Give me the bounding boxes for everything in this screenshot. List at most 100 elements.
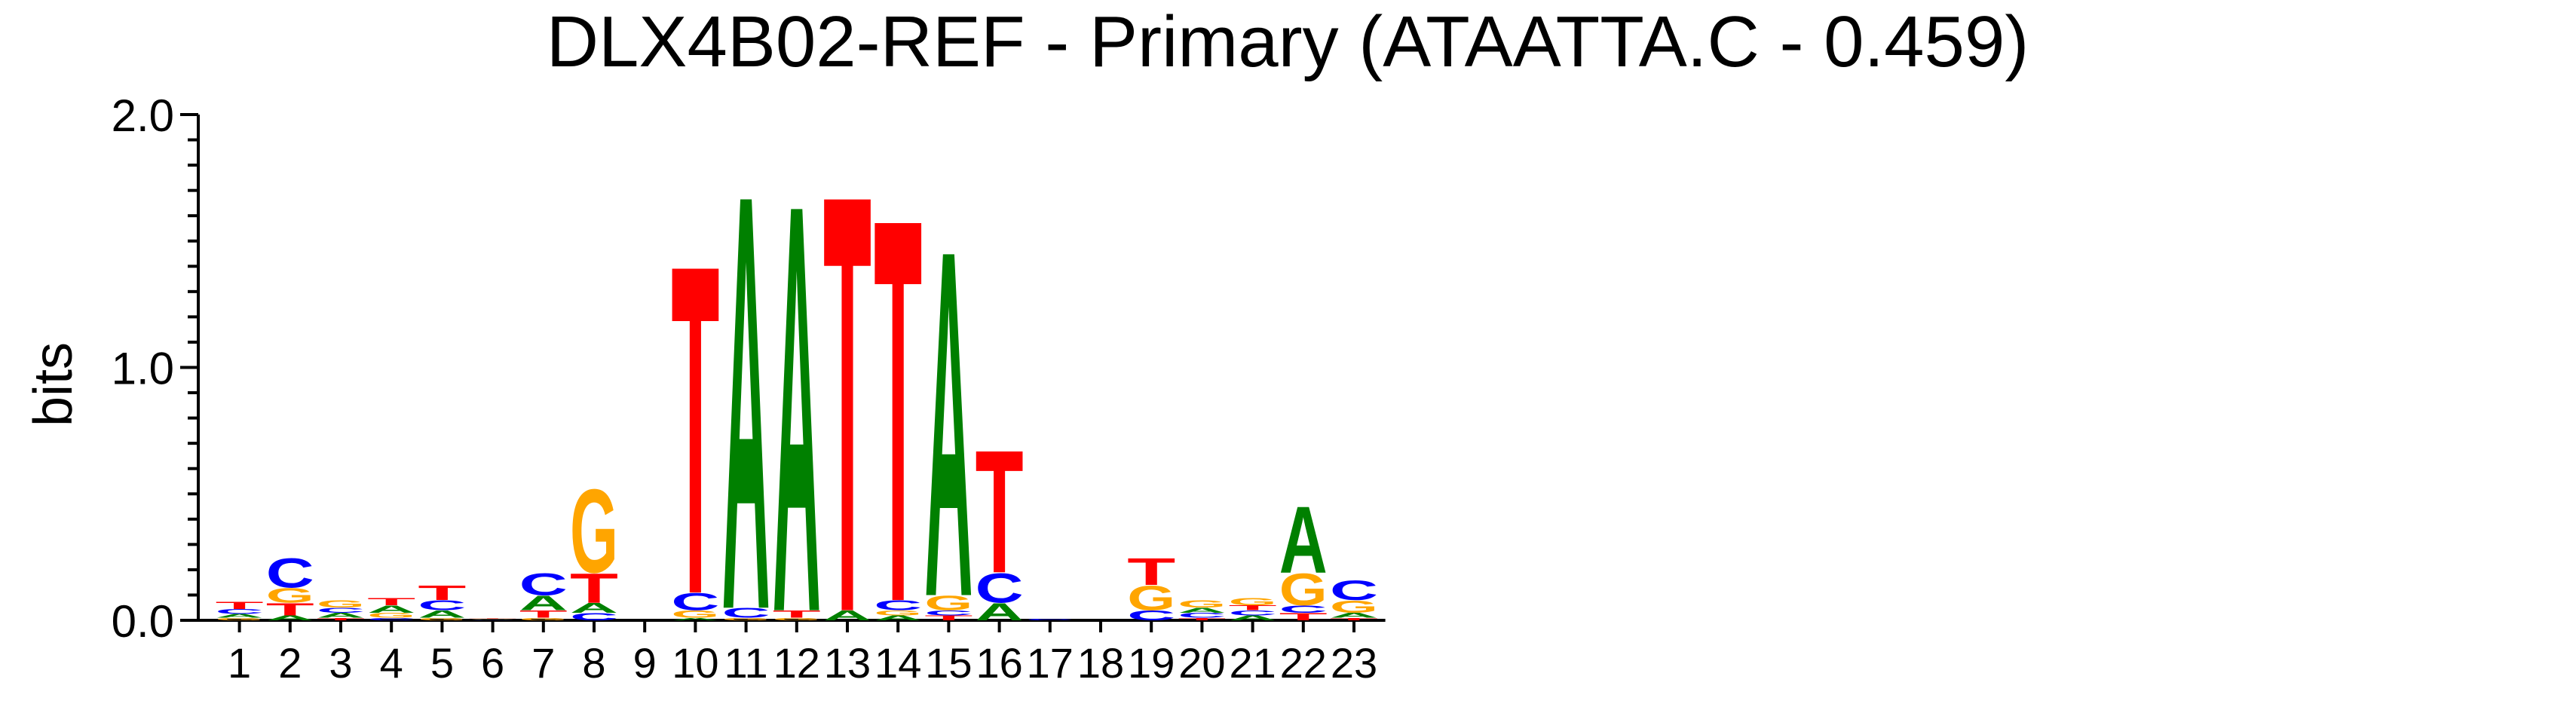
- letter-A-pos2: A: [266, 614, 314, 622]
- x-tick-label: 21: [1229, 639, 1276, 687]
- letter-A-pos15: A: [924, 148, 973, 701]
- letter-C-pos16: C: [976, 565, 1024, 612]
- letter-C-pos14: C: [874, 598, 922, 614]
- letter-G-pos12: G: [773, 617, 821, 621]
- letter-C-pos2: C: [266, 549, 314, 597]
- letter-A-pos12: A: [773, 83, 821, 710]
- y-tick-labels: 0.0 1.0 2.0: [112, 90, 198, 647]
- x-tick-label: 6: [481, 639, 504, 687]
- letter-C-pos6: C: [469, 619, 517, 620]
- letter-A-pos13: A: [823, 607, 871, 623]
- x-tick-label: 19: [1128, 639, 1175, 687]
- letter-T-pos13: T: [823, 70, 871, 710]
- x-tick-label: 22: [1280, 639, 1327, 687]
- y-tick-label: 0.0: [112, 596, 174, 647]
- letter-C-pos22: C: [1279, 604, 1328, 615]
- letter-A-pos23: A: [1330, 611, 1378, 619]
- letter-G-pos3: G: [317, 598, 365, 611]
- letter-A-pos14: A: [874, 614, 922, 622]
- letter-T-pos10: T: [671, 167, 719, 692]
- y-axis-label: bits: [23, 342, 84, 427]
- letter-T-pos14: T: [874, 106, 922, 710]
- letter-C-pos8: C: [570, 611, 618, 623]
- x-tick-label: 1: [228, 639, 251, 687]
- letter-C-pos7: C: [519, 566, 568, 601]
- letter-T-pos23: T: [1330, 617, 1378, 621]
- x-tick-label: 5: [430, 639, 454, 687]
- letter-C-pos17: C: [1026, 619, 1074, 621]
- letter-T-pos20: T: [1178, 617, 1226, 621]
- letter-A-pos11: A: [722, 71, 770, 710]
- letter-G-pos1: G: [216, 617, 264, 621]
- letter-C-pos4: C: [367, 617, 415, 621]
- letter-G-pos6: G: [469, 619, 517, 620]
- x-tick-label: 15: [925, 639, 972, 687]
- letter-C-pos11: C: [722, 605, 770, 621]
- position-19-stack: CGT: [1127, 550, 1175, 623]
- y-tick-label: 2.0: [112, 90, 174, 141]
- letter-C-pos15: C: [924, 609, 973, 617]
- letter-A-pos10: A: [671, 617, 719, 621]
- letter-T-pos6: T: [469, 618, 517, 619]
- letter-A-pos22: A: [1279, 487, 1328, 593]
- letter-T-pos12: T: [773, 608, 821, 620]
- letter-G-pos11: G: [722, 617, 770, 621]
- letter-C-pos1: C: [216, 607, 264, 615]
- letter-T-pos19: T: [1127, 550, 1175, 593]
- position-17-stack: C: [1026, 619, 1074, 621]
- letter-T-pos7: T: [519, 608, 568, 620]
- letter-G-pos8: G: [570, 464, 618, 598]
- letter-G-pos23: G: [1330, 597, 1378, 617]
- letter-T-pos4: T: [367, 595, 415, 607]
- letter-T-pos5: T: [418, 581, 466, 604]
- letter-G-pos19: G: [1127, 579, 1175, 618]
- letter-C-pos19: C: [1127, 607, 1175, 623]
- letter-A-pos20: A: [1178, 607, 1226, 614]
- letter-A-pos5: A: [418, 608, 466, 620]
- letter-A-pos4: A: [367, 604, 415, 615]
- x-tick-label: 23: [1331, 639, 1377, 687]
- letter-T-pos1: T: [216, 599, 264, 611]
- x-tick-label: 17: [1027, 639, 1074, 687]
- x-tick-label: 9: [633, 639, 657, 687]
- letter-C-pos23: C: [1330, 575, 1378, 607]
- letter-C-pos21: C: [1229, 609, 1277, 617]
- x-tick-labels: 1 2 3 4 5 6 7 8 9 10 11 12 13 14 15 16 17 18 19 20 21 22 23: [228, 620, 1377, 687]
- letter-T-pos21: T: [1229, 604, 1277, 611]
- letter-C-pos10: C: [671, 589, 719, 616]
- x-tick-label: 11: [724, 639, 768, 687]
- letter-A-pos3: A: [317, 611, 365, 619]
- letter-G-pos2: G: [266, 583, 314, 607]
- letter-C-pos3: C: [317, 607, 365, 614]
- x-tick-label: 7: [531, 639, 555, 687]
- letter-G-pos7: G: [519, 617, 568, 621]
- letter-A-pos21: A: [1229, 614, 1277, 622]
- letter-G-pos22: G: [1279, 565, 1328, 615]
- letter-T-pos16: T: [976, 414, 1024, 611]
- letter-G-pos5: G: [418, 617, 466, 621]
- x-tick-label: 2: [278, 639, 302, 687]
- x-tick-label: 16: [976, 639, 1022, 687]
- x-tick-label: 10: [672, 639, 718, 687]
- letter-G-pos4: G: [367, 611, 415, 619]
- position-12-stack: GTA: [773, 83, 821, 710]
- letter-G-pos14: G: [874, 609, 922, 617]
- x-tick-label: 8: [582, 639, 605, 687]
- x-tick-label: 20: [1178, 639, 1225, 687]
- letter-C-pos5: C: [418, 598, 466, 614]
- x-tick-label: 12: [773, 639, 820, 687]
- letter-A-pos7: A: [519, 591, 568, 614]
- letter-T-pos8: T: [570, 565, 618, 612]
- x-tick-label: 14: [874, 639, 921, 687]
- letter-G-pos15: G: [924, 592, 973, 615]
